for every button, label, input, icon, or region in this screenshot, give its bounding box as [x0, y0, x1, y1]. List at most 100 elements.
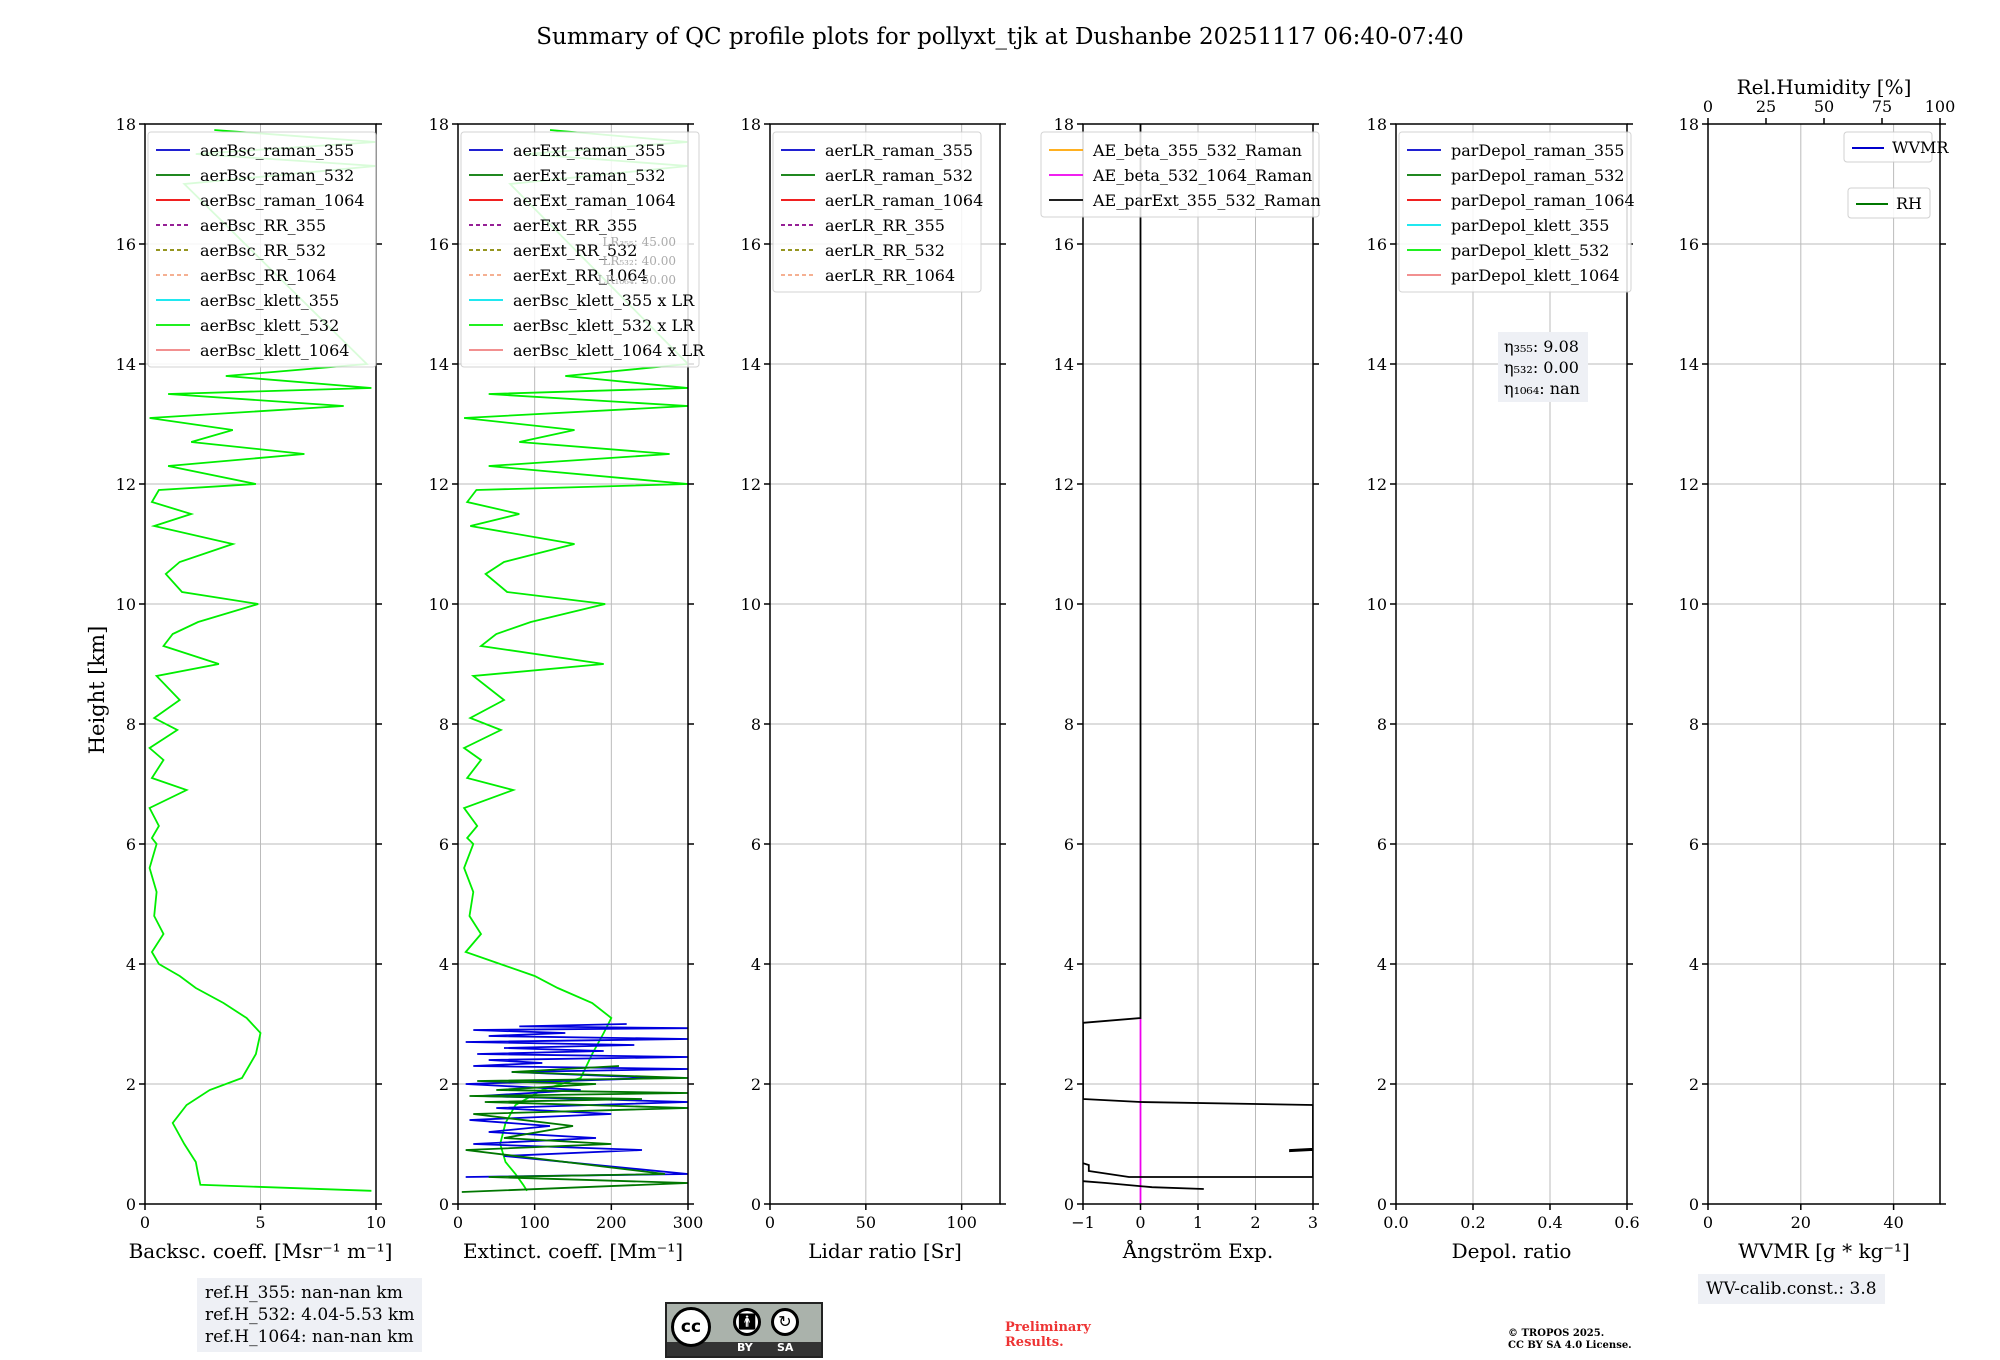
lidar_ratio-ytick-label: 12: [741, 475, 761, 494]
wvmr-xtick-label: 40: [1883, 1213, 1903, 1232]
backscatter-ytick-label: 12: [116, 475, 136, 494]
lr-label: LR₅₃₂: 40.00: [602, 254, 676, 268]
legend-label: aerBsc_raman_532: [200, 166, 354, 185]
rh-top-tick-label: 25: [1756, 97, 1776, 116]
extinction-ytick-label: 14: [429, 355, 449, 374]
figure-title: Summary of QC profile plots for pollyxt_…: [536, 24, 1463, 50]
legend-label: aerBsc_RR_355: [200, 216, 326, 235]
ref-height-532: ref.H_532: 4.04-5.53 km: [205, 1305, 415, 1325]
wvmr-legend: WVMR RH: [1843, 131, 1949, 219]
series-aerBsc_klett_532 x LR: [462, 129, 688, 1192]
lidar_ratio-panel: 0 2 4 6 8 10 12 14 16 18 0 50 100 Lidar ratio [Sr] aer…: [741, 115, 1006, 1263]
series-aerExt_raman_532: [461, 1065, 688, 1193]
wvmr-xlabel: WVMR [g * kg⁻¹]: [1738, 1239, 1910, 1263]
extinction-ytick-label: 16: [429, 235, 449, 254]
extinction-ytick-label: 8: [439, 715, 449, 734]
backscatter-ytick-label: 14: [116, 355, 136, 374]
wvmr-ytick-label: 12: [1679, 475, 1699, 494]
series-AE_parExt_355_532_Raman_low: [1083, 1180, 1204, 1190]
angstrom-xtick-label: −1: [1071, 1213, 1095, 1232]
angstrom-ytick-label: 14: [1054, 355, 1074, 374]
series-aerBsc_klett_532: [148, 129, 376, 1192]
angstrom-xtick-label: 1: [1193, 1213, 1203, 1232]
lidar_ratio-axes-frame: [769, 123, 1001, 1205]
backscatter-ytick-label: 0: [126, 1195, 136, 1214]
rh-top-tick-label: 75: [1872, 97, 1892, 116]
wvmr-ytick-label: 0: [1689, 1195, 1699, 1214]
backscatter-ytick-label: 2: [126, 1075, 136, 1094]
extinction-ytick-label: 0: [439, 1195, 449, 1214]
rh-top-tick-label: 100: [1925, 97, 1956, 116]
angstrom-ytick-label: 4: [1064, 955, 1074, 974]
depol-xtick-label: 0.0: [1383, 1213, 1408, 1232]
legend-label: aerExt_raman_355: [513, 141, 666, 160]
legend-label: aerExt_RR_1064: [513, 266, 648, 285]
angstrom-ytick-label: 0: [1064, 1195, 1074, 1214]
depol-xtick-label: 0.2: [1460, 1213, 1485, 1232]
angstrom-axes-frame: [1082, 123, 1314, 1205]
wvmr-ytick-label: 18: [1679, 115, 1699, 134]
ref-height-box: ref.H_355: nan-nan km ref.H_532: 4.04-5.…: [197, 1278, 423, 1352]
lidar_ratio-ytick-label: 16: [741, 235, 761, 254]
wvmr-ytick-label: 14: [1679, 355, 1699, 374]
legend-label: parDepol_klett_532: [1451, 241, 1609, 260]
angstrom-legend: AE_beta_355_532_Raman AE_beta_532_1064_Ra…: [1040, 131, 1321, 218]
angstrom-ytick-label: 8: [1064, 715, 1074, 734]
depol-xtick-label: 0.4: [1537, 1213, 1562, 1232]
backscatter-ytick-label: 8: [126, 715, 136, 734]
series-aerExt_raman_355: [465, 1023, 688, 1178]
lidar_ratio-ytick-label: 0: [751, 1195, 761, 1214]
lidar_ratio-ytick-label: 6: [751, 835, 761, 854]
depol-ytick-label: 6: [1377, 835, 1387, 854]
angstrom-ytick-label: 2: [1064, 1075, 1074, 1094]
legend-label: aerLR_RR_1064: [825, 266, 955, 285]
backscatter-xtick-label: 0: [140, 1213, 150, 1232]
legend-label: aerBsc_klett_532 x LR: [513, 316, 695, 335]
wvmr-legend-frame: [1843, 131, 1933, 163]
legend-label: AE_beta_532_1064_Raman: [1092, 166, 1312, 185]
legend-label: aerLR_raman_532: [825, 166, 973, 185]
depol-axes-frame: [1395, 123, 1628, 1205]
legend-label: aerLR_raman_355: [825, 141, 973, 160]
lidar_ratio-legend-frame: [772, 131, 982, 293]
preliminary-line-2: Results.: [1005, 1335, 1064, 1350]
wvmr-ytick-label: 8: [1689, 715, 1699, 734]
depol-ytick-label: 2: [1377, 1075, 1387, 1094]
angstrom-data: [1083, 124, 1313, 1204]
backscatter-ytick-label: 10: [116, 595, 136, 614]
depol-ytick-label: 16: [1367, 235, 1387, 254]
y-axis-label: Height [km]: [85, 626, 109, 755]
rh-top-axis-label: Rel.Humidity [%]: [1737, 75, 1912, 99]
extinction-xtick-label: 100: [519, 1213, 550, 1232]
depol-ytick-label: 4: [1377, 955, 1387, 974]
wv-calib-text: WV-calib.const.: 3.8: [1706, 1279, 1877, 1299]
backscatter-xlabel: Backsc. coeff. [Msr⁻¹ m⁻¹]: [129, 1239, 393, 1263]
extinction-ytick-label: 12: [429, 475, 449, 494]
depol-ytick-label: 8: [1377, 715, 1387, 734]
sa-share-icon: ↻: [771, 1308, 799, 1336]
extinction-data: [461, 129, 688, 1193]
angstrom-ytick-label: 12: [1054, 475, 1074, 494]
rh-legend-frame: [1847, 187, 1931, 219]
legend-label: parDepol_klett_1064: [1451, 266, 1620, 285]
depol-ytick-label: 12: [1367, 475, 1387, 494]
legend-label: parDepol_raman_532: [1451, 166, 1624, 185]
backscatter-ytick-label: 6: [126, 835, 136, 854]
backscatter-panel: 0 2 4 6 8 10 12 14 16 18 0 5 10 Backsc. coeff. [Msr⁻¹…: [116, 115, 393, 1263]
depol-xlabel: Depol. ratio: [1452, 1239, 1572, 1263]
wvmr-ytick-label: 10: [1679, 595, 1699, 614]
lidar_ratio-ytick-label: 4: [751, 955, 761, 974]
rh-top-tick-label: 50: [1814, 97, 1834, 116]
extinction-ytick-label: 10: [429, 595, 449, 614]
eta-box: [1498, 332, 1588, 402]
wv-calib-box: WV-calib.const.: 3.8: [1698, 1274, 1885, 1304]
depol-legend-frame: [1398, 131, 1632, 293]
backscatter-legend: aerBsc_raman_355 aerBsc_raman_532 aerBsc_r…: [147, 131, 377, 368]
lidar_ratio-xtick-label: 0: [765, 1213, 775, 1232]
cc-license-badge[interactable]: cc 🚹︎ ↻ BY SA: [665, 1302, 823, 1358]
legend-label: aerBsc_RR_532: [200, 241, 326, 260]
lidar_ratio-xtick-label: 100: [946, 1213, 977, 1232]
depol-ytick-label: 10: [1367, 595, 1387, 614]
by-person-icon: 🚹︎: [733, 1308, 761, 1336]
